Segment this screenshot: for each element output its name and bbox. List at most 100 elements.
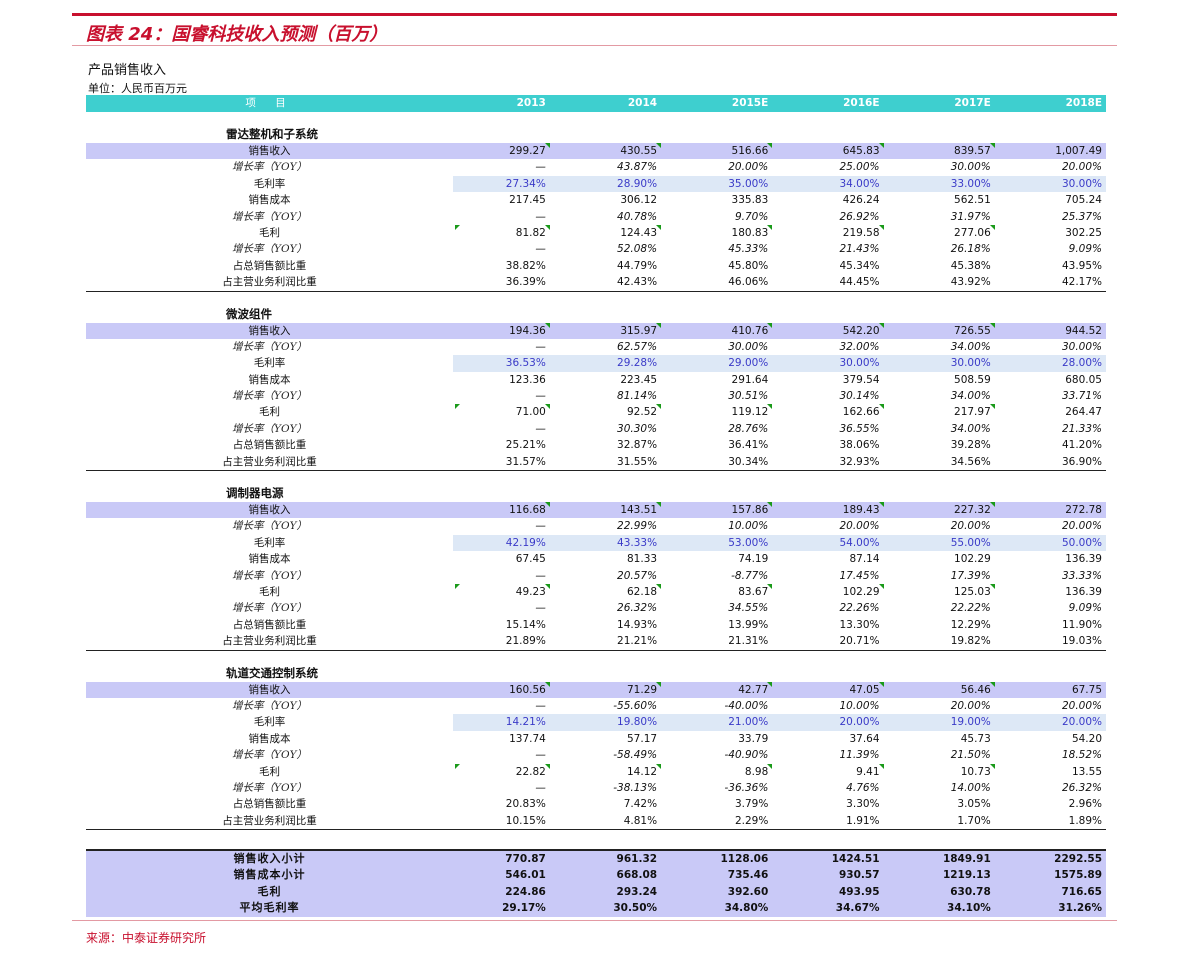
table-cell: 17.45% — [839, 569, 880, 582]
table-row: 增长率（YOY） — 62.57% 30.00% 32.00% 34.00% 30.00% — [86, 339, 1106, 355]
table-cell: 705.24 — [1065, 194, 1102, 207]
table-cell: -38.13% — [613, 781, 658, 794]
table-cell: — — [535, 422, 546, 435]
row-label: 销售成本 — [248, 194, 291, 207]
summary-row: 销售收入小计 770.87 961.32 1128.06 1424.51 1849.91 2… — [86, 851, 1106, 868]
table-cell: 9.70% — [734, 210, 769, 223]
table-cell: -55.60% — [613, 699, 658, 712]
table-cell: 157.86 — [661, 502, 773, 518]
table-cell: 35.00% — [661, 175, 773, 193]
table-row: 占总销售额比重 38.82% 44.79% 45.80% 45.34% 45.38% 43.… — [86, 258, 1106, 274]
table-cell: 102.29 — [954, 553, 991, 566]
row-label: 增长率（YOY） — [232, 422, 308, 435]
table-cell: 45.80% — [728, 259, 769, 272]
table-cell: 119.12 — [661, 404, 773, 420]
table-cell: 81.82 — [453, 224, 550, 241]
table-cell: 426.24 — [842, 194, 880, 207]
table-row: 占总销售额比重 25.21% 32.87% 36.41% 38.06% 39.28% 41.… — [86, 437, 1106, 453]
table-cell: 30.30% — [617, 422, 658, 435]
table-cell: 124.43 — [550, 224, 662, 241]
table-cell: 34.00% — [950, 340, 991, 353]
summary-cell: 630.78 — [950, 885, 991, 898]
summary-cell: 1128.06 — [720, 853, 769, 866]
summary-row: 销售成本小计 546.01 668.08 735.46 930.57 1219.13 157… — [86, 867, 1106, 884]
row-label: 增长率（YOY） — [232, 520, 308, 533]
table-cell: — — [535, 749, 546, 762]
table-row: 占主营业务利润比重 31.57% 31.55% 30.34% 32.93% 34.56% 3… — [86, 454, 1106, 472]
table-cell: 21.50% — [950, 749, 991, 762]
table-row: 销售收入 116.68 143.51 157.86 189.43 227.32 272.78 — [86, 502, 1106, 519]
summary-row: 毛利 224.86 293.24 392.60 493.95 630.78 716.65 — [86, 883, 1106, 901]
table-cell: 13.55 — [1071, 765, 1102, 778]
table-cell: 410.76 — [661, 322, 773, 339]
table-cell: 21.33% — [1061, 422, 1102, 435]
summary-cell: 1424.51 — [831, 853, 880, 866]
table-row: 销售收入 160.56 71.29 42.77 47.05 56.46 67.75 — [86, 681, 1106, 698]
table-cell: 20.57% — [617, 569, 658, 582]
table-cell: 21.21% — [617, 635, 658, 648]
row-label: 销售收入 — [248, 683, 291, 696]
table-cell: — — [535, 161, 546, 174]
table-cell: 21.89% — [505, 635, 546, 648]
row-label: 占总销售额比重 — [232, 259, 307, 272]
table-cell: 32.00% — [839, 340, 880, 353]
table-cell: 20.00% — [728, 161, 769, 174]
table-row: 增长率（YOY） — 26.32% 34.55% 22.26% 22.22% 9.09% — [86, 600, 1106, 616]
summary-cell: 31.26% — [1058, 902, 1102, 915]
table-cell: 19.80% — [549, 714, 662, 731]
table-cell: 22.99% — [617, 520, 658, 533]
table-row: 毛利 71.00 92.52 119.12 162.66 217.97 264.47 — [86, 404, 1106, 420]
table-row: 占总销售额比重 15.14% 14.93% 13.99% 13.30% 12.29% 11.… — [86, 617, 1106, 633]
table-cell: 38.82% — [505, 259, 546, 272]
table-cell: 162.66 — [772, 404, 884, 420]
table-cell: 3.05% — [957, 798, 991, 811]
table-cell: 223.45 — [620, 373, 658, 386]
summary-cell: 224.86 — [505, 885, 546, 898]
page-title: 图表 24：国睿科技收入预测（百万） — [86, 24, 388, 45]
source-divider — [72, 920, 1117, 921]
table-cell: 516.66 — [661, 143, 773, 159]
table-cell: 3.30% — [846, 798, 880, 811]
table-cell: 20.00% — [1061, 161, 1102, 174]
table-cell: 180.83 — [661, 224, 773, 241]
table-cell: 20.83% — [505, 798, 546, 811]
table-cell: 13.99% — [728, 618, 769, 631]
table-cell: 62.18 — [550, 583, 662, 600]
table-cell: 36.55% — [839, 422, 880, 435]
table-cell: 49.23 — [453, 583, 550, 600]
table-cell: -58.49% — [613, 749, 658, 762]
segment-header: 调制器电源 — [86, 471, 1106, 502]
table-cell: 83.67 — [661, 583, 773, 600]
table-cell: 56.46 — [884, 681, 996, 698]
table-cell: 189.43 — [772, 502, 884, 518]
segment-header: 雷达整机和子系统 — [86, 112, 1106, 143]
table-cell: 12.29% — [950, 618, 991, 631]
table-cell: 102.29 — [772, 583, 884, 600]
header-year: 2015E — [731, 97, 769, 109]
table-cell: 67.45 — [515, 553, 546, 566]
row-label: 增长率（YOY） — [232, 243, 308, 256]
table-cell: 55.00% — [883, 534, 995, 552]
table-cell: 53.00% — [661, 534, 773, 552]
table-row: 销售收入 299.27 430.55 516.66 645.83 839.57 1,007.… — [86, 143, 1106, 160]
table-cell: 1,007.49 — [1055, 145, 1102, 157]
table-cell: 4.81% — [623, 814, 658, 827]
source-note: 来源：中泰证券研究所 — [86, 931, 207, 945]
table-cell: 217.45 — [509, 194, 546, 207]
table-cell: 645.83 — [772, 143, 884, 159]
summary-cell: 668.08 — [616, 869, 658, 882]
table-subtitle: 产品销售收入 — [88, 63, 167, 78]
table-cell: 299.27 — [453, 143, 550, 159]
row-label: 占主营业务利润比重 — [222, 635, 317, 648]
table-cell: 335.83 — [731, 194, 769, 207]
table-cell: -40.00% — [724, 699, 769, 712]
row-label: 增长率（YOY） — [232, 161, 308, 174]
table-cell: 30.00% — [772, 355, 884, 372]
table-cell: 508.59 — [954, 373, 991, 386]
table-row: 毛利率 36.53% 29.28% 29.00% 30.00% 30.00% 28.00% — [86, 355, 1106, 372]
table-cell: 42.19% — [453, 534, 550, 552]
table-cell: — — [535, 569, 546, 582]
table-cell: 10.00% — [728, 520, 769, 533]
table-cell: 9.09% — [1068, 243, 1102, 256]
table-cell: 680.05 — [1065, 373, 1102, 386]
